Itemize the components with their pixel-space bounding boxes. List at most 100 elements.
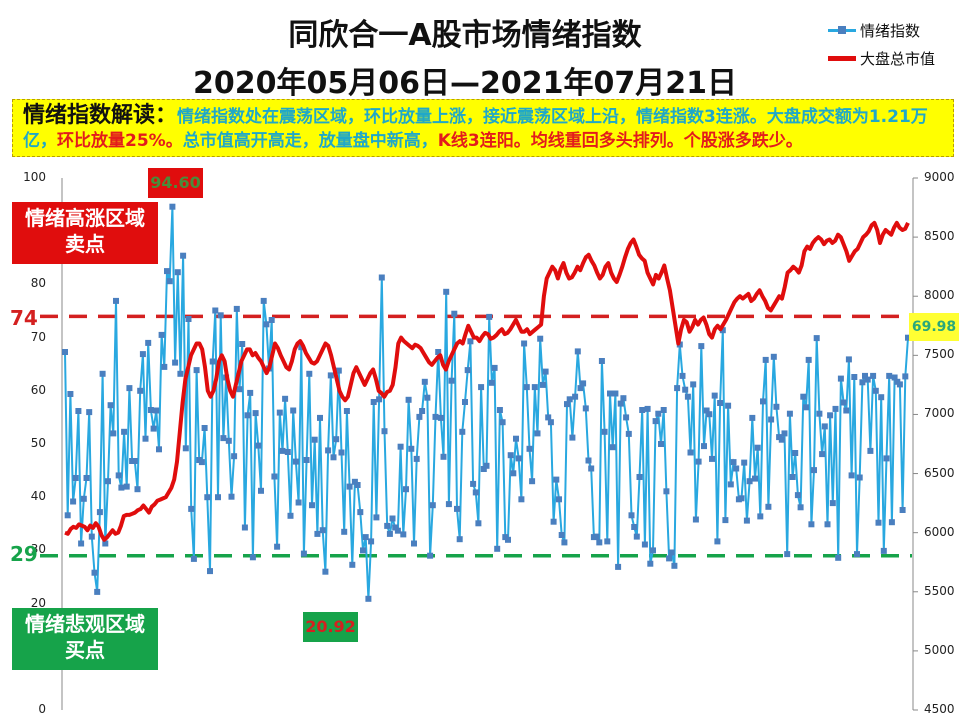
low-threshold-label: 29 [10,542,38,566]
sentiment-marker [193,367,200,374]
sentiment-marker [730,459,737,466]
interpretation-note: 情绪指数解读：情绪指数处在震荡区域，环比放量上涨，接近震荡区域上沿，情绪指数3连… [12,99,954,157]
y-tick-right: 4500 [924,702,955,716]
sentiment-marker [870,372,877,379]
sentiment-marker [429,502,436,509]
sentiment-marker [306,370,313,377]
line-icon [828,55,856,61]
sentiment-marker [733,465,740,472]
sentiment-marker [475,520,482,527]
sentiment-marker [400,531,407,538]
high-zone-line2: 卖点 [65,232,105,256]
sentiment-marker [800,393,807,400]
sentiment-marker [62,349,68,355]
note-part4: K线3连阳。均线重回多头排列。个股涨多跌少。 [437,131,803,151]
sentiment-marker [888,519,895,526]
sentiment-marker [671,562,678,569]
sentiment-marker [408,445,415,452]
sentiment-marker [244,412,251,419]
sentiment-marker [207,568,213,575]
sentiment-marker [142,435,149,442]
sentiment-marker [588,465,595,472]
sentiment-marker [875,519,882,526]
market-value-line [64,220,910,542]
sentiment-marker [703,407,710,414]
sentiment-marker [72,475,79,481]
sentiment-marker [553,476,560,483]
sentiment-marker [905,334,911,341]
sentiment-marker [448,377,455,384]
sentiment-marker [166,278,173,285]
sentiment-marker [204,494,211,501]
sentiment-marker [644,405,651,412]
sentiment-marker [354,482,361,488]
sentiment-marker [249,554,256,561]
note-part3: 总市值高开高走，放量盘中新高， [182,131,438,151]
sentiment-marker [650,547,656,554]
sentiment-marker [314,530,321,537]
y-tick-right: 6000 [924,524,955,539]
sentiment-marker [714,538,721,545]
sentiment-marker [67,391,74,397]
chart-title: 同欣合一A股市场情绪指数 [288,18,642,53]
sentiment-marker [684,393,691,400]
sentiment-marker [217,312,224,319]
sentiment-marker [228,493,235,500]
sentiment-marker [64,512,71,519]
sentiment-marker [317,414,323,421]
sentiment-marker [290,407,297,414]
sentiment-marker [110,430,117,437]
sentiment-marker [70,498,77,505]
low-zone-line2: 买点 [65,638,105,662]
sentiment-marker [537,335,544,342]
sentiment-marker [706,411,713,418]
sentiment-marker [598,358,605,364]
sentiment-marker [145,339,152,346]
sentiment-marker [276,409,283,416]
sentiment-marker [201,425,208,431]
sentiment-marker [215,494,221,501]
sentiment-marker [561,539,568,546]
sentiment-marker [164,268,170,275]
sentiment-marker [647,560,654,567]
sentiment-marker [139,351,146,358]
sentiment-marker [258,487,264,494]
sentiment-marker [220,435,227,442]
sentiment-marker [113,297,119,304]
sentiment-marker [126,385,133,392]
sentiment-marker [886,372,893,379]
y-tick-right: 8500 [924,229,955,244]
series-layer [62,203,911,602]
y-tick-left: 50 [30,436,46,450]
sentiment-marker [848,472,855,479]
high-zone-label: 情绪高涨区域 卖点 [12,202,158,264]
sentiment-marker [78,540,85,547]
sentiment-marker [639,407,646,413]
sentiment-marker [668,549,675,556]
sentiment-marker [491,364,498,371]
y-tick-right: 5500 [924,583,955,598]
sentiment-marker [483,462,490,469]
sentiment-marker [351,478,358,485]
sentiment-marker [851,374,858,380]
sentiment-marker [88,533,95,540]
legend: 情绪指数 大盘总市值 [828,16,935,72]
sentiment-marker [121,428,128,435]
sentiment-marker [679,372,686,379]
sentiment-marker [786,410,793,417]
sentiment-marker [435,349,442,355]
sentiment-marker [752,475,758,482]
sentiment-marker [241,524,248,531]
sentiment-marker [596,539,603,546]
sentiment-marker [682,386,689,393]
sentiment-marker [891,374,898,381]
sentiment-marker [499,419,506,426]
sentiment-marker [601,428,608,435]
sentiment-marker [212,307,219,314]
sentiment-marker [365,595,372,602]
sentiment-marker [440,453,447,460]
sentiment-marker [405,396,412,403]
sentiment-marker [531,384,538,391]
sentiment-marker [727,481,734,488]
sentiment-marker [878,394,885,401]
